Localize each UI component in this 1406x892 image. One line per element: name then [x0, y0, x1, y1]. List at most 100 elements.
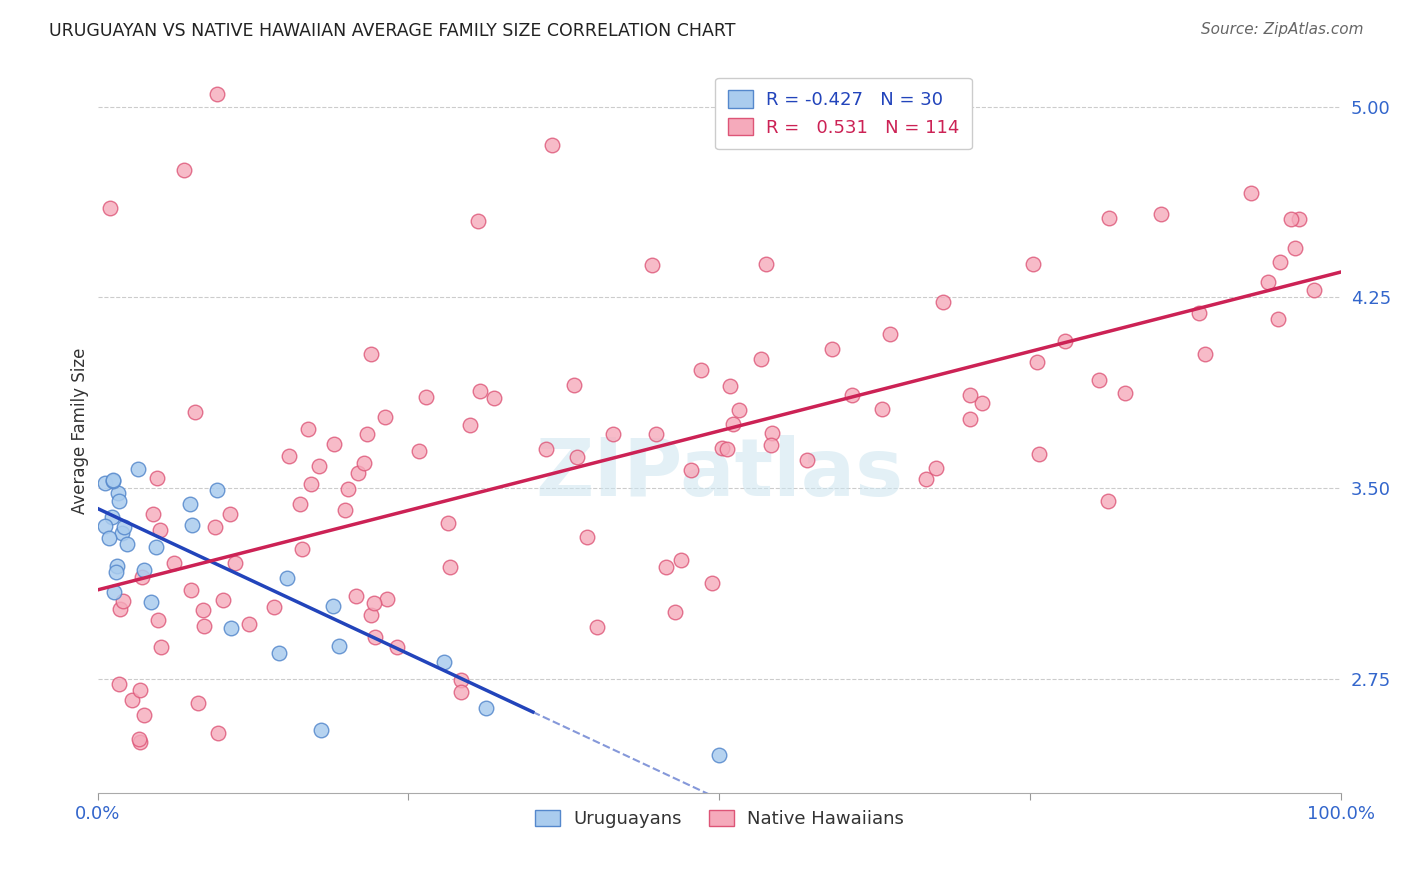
Point — [664, 606, 686, 620]
Point — [179, 496, 201, 510]
Point — [290, 497, 312, 511]
Point — [105, 558, 128, 573]
Point — [796, 452, 818, 467]
Point — [142, 507, 165, 521]
Point — [205, 87, 228, 101]
Point — [297, 422, 319, 436]
Point — [1257, 275, 1279, 289]
Point — [761, 425, 783, 440]
Point — [1303, 283, 1326, 297]
Point — [346, 467, 368, 481]
Point — [363, 596, 385, 610]
Point — [108, 602, 131, 616]
Point — [117, 537, 139, 551]
Point — [700, 575, 723, 590]
Point — [112, 520, 135, 534]
Point — [127, 462, 149, 476]
Point — [277, 449, 299, 463]
Y-axis label: Average Family Size: Average Family Size — [72, 348, 89, 514]
Point — [276, 571, 298, 585]
Point — [1279, 212, 1302, 227]
Point — [468, 384, 491, 398]
Point — [690, 363, 713, 377]
Point — [586, 620, 609, 634]
Point — [108, 677, 131, 691]
Point — [267, 646, 290, 660]
Point — [311, 723, 333, 737]
Point — [105, 565, 128, 579]
Point — [759, 437, 782, 451]
Point — [187, 696, 209, 710]
Point — [163, 556, 186, 570]
Point — [645, 427, 668, 442]
Point — [721, 417, 744, 431]
Point — [872, 402, 894, 417]
Point — [565, 450, 588, 464]
Point — [148, 613, 170, 627]
Point — [915, 472, 938, 486]
Point — [1267, 312, 1289, 326]
Point — [364, 630, 387, 644]
Point — [932, 294, 955, 309]
Point — [353, 456, 375, 470]
Point — [145, 540, 167, 554]
Point — [655, 559, 678, 574]
Point — [716, 442, 738, 456]
Point — [212, 593, 235, 607]
Point — [101, 473, 124, 487]
Point — [360, 608, 382, 623]
Point — [94, 476, 117, 491]
Point — [101, 509, 124, 524]
Point — [107, 486, 129, 500]
Point — [336, 482, 359, 496]
Point — [207, 726, 229, 740]
Point — [145, 470, 167, 484]
Point — [1114, 386, 1136, 401]
Point — [925, 461, 948, 475]
Point — [709, 748, 731, 763]
Point — [602, 426, 624, 441]
Point — [129, 682, 152, 697]
Point — [433, 655, 456, 669]
Point — [534, 442, 557, 456]
Point — [718, 378, 741, 392]
Point — [322, 599, 344, 613]
Point — [1268, 255, 1291, 269]
Point — [467, 214, 489, 228]
Point — [669, 553, 692, 567]
Point — [482, 391, 505, 405]
Point — [308, 458, 330, 473]
Point — [1240, 186, 1263, 200]
Point — [180, 517, 202, 532]
Point — [101, 474, 124, 488]
Point — [1188, 306, 1211, 320]
Point — [1288, 211, 1310, 226]
Point — [728, 403, 751, 417]
Point — [98, 202, 121, 216]
Point — [107, 493, 129, 508]
Text: URUGUAYAN VS NATIVE HAWAIIAN AVERAGE FAMILY SIZE CORRELATION CHART: URUGUAYAN VS NATIVE HAWAIIAN AVERAGE FAM… — [49, 22, 735, 40]
Point — [415, 391, 437, 405]
Point — [94, 518, 117, 533]
Point — [841, 388, 863, 402]
Point — [180, 583, 202, 598]
Point — [749, 352, 772, 367]
Point — [1097, 493, 1119, 508]
Point — [1194, 346, 1216, 360]
Point — [150, 640, 173, 654]
Point — [97, 531, 120, 545]
Point — [193, 603, 215, 617]
Point — [385, 640, 408, 654]
Point — [374, 410, 396, 425]
Point — [562, 377, 585, 392]
Point — [333, 502, 356, 516]
Point — [1053, 334, 1076, 348]
Point — [475, 700, 498, 714]
Point — [576, 530, 599, 544]
Point — [1028, 447, 1050, 461]
Point — [450, 684, 472, 698]
Point — [238, 616, 260, 631]
Point — [205, 483, 228, 497]
Point — [134, 707, 156, 722]
Point — [377, 591, 399, 606]
